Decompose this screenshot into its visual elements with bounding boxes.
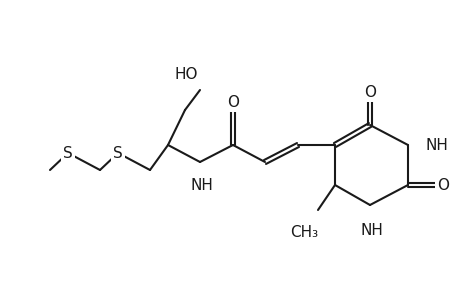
- Text: CH₃: CH₃: [289, 225, 317, 240]
- Text: S: S: [113, 146, 123, 160]
- Text: NH: NH: [190, 178, 213, 193]
- Text: S: S: [63, 146, 73, 160]
- Text: O: O: [436, 178, 448, 193]
- Text: O: O: [226, 95, 239, 110]
- Text: HO: HO: [174, 67, 197, 82]
- Text: NH: NH: [360, 223, 383, 238]
- Text: NH: NH: [425, 137, 448, 152]
- Text: O: O: [363, 85, 375, 100]
